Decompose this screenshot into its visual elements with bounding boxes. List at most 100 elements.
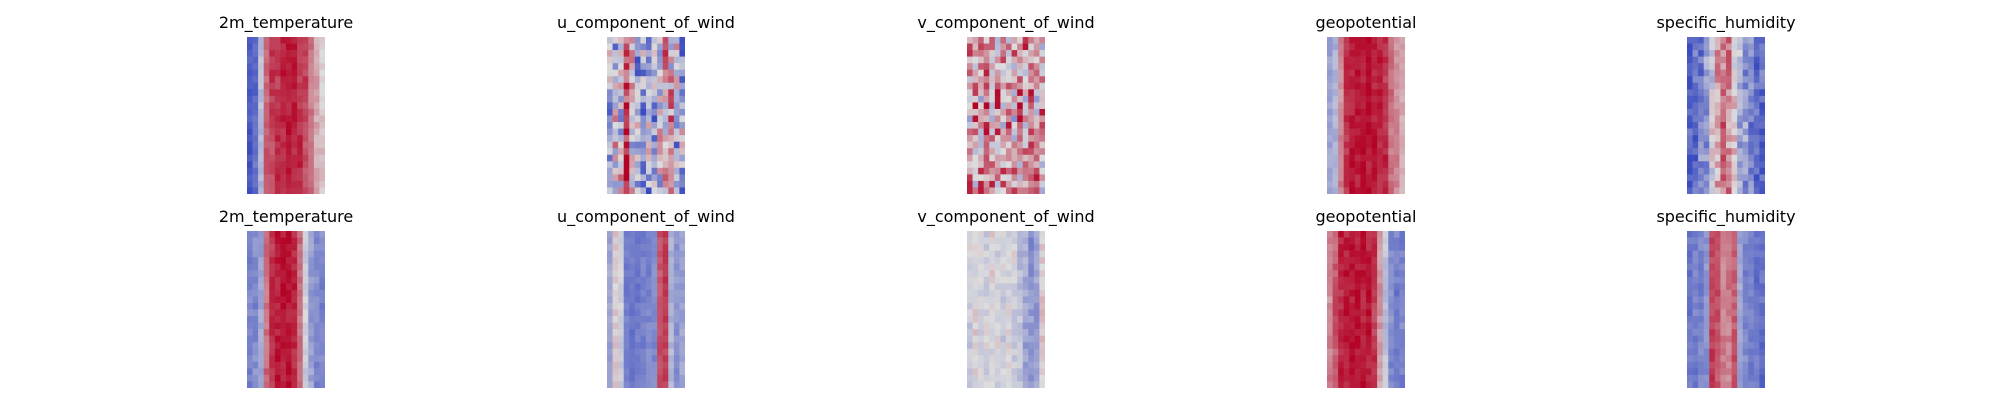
heatmap-cell [1731,76,1738,84]
heatmap-cell [269,63,276,71]
heatmap-cell [657,187,664,194]
heatmap-cell [1687,348,1693,356]
heatmap-cell [629,37,636,44]
heatmap-cell [1332,231,1339,238]
heatmap-cell [1698,342,1705,350]
heatmap-cell [1393,180,1400,188]
heatmap-cell [313,95,320,103]
heatmap-cell [1377,302,1384,310]
heatmap-cell [252,322,259,330]
heatmap-cell [634,348,641,356]
panel-title: 2m_temperature [218,13,354,32]
heatmap-cell [618,89,625,97]
heatmap-cell [1748,102,1755,110]
heatmap-cell [1354,108,1361,116]
heatmap-cell [1388,302,1395,310]
heatmap-cell [1731,348,1738,356]
heatmap-cell [1371,174,1378,182]
heatmap-cell [607,244,613,251]
heatmap-cell [1709,154,1716,162]
heatmap-cell [1343,283,1350,291]
heatmap-cell [657,102,664,110]
heatmap-cell [1393,76,1400,84]
heatmap-cell [1017,329,1024,336]
heatmap-cell [1742,69,1749,77]
heatmap-cell [994,82,1001,90]
heatmap-cell [302,115,309,123]
heatmap-cell [1377,89,1384,97]
heatmap-cell [280,69,287,77]
heatmap-cell [1017,250,1024,258]
heatmap-cell [1343,122,1350,129]
heatmap-cell [280,296,287,304]
heatmap-cell [1371,102,1378,110]
heatmap-cell [1022,82,1029,90]
heatmap-cell [252,128,259,136]
heatmap-cell [308,154,315,162]
heatmap-cell [1377,361,1384,369]
heatmap-cell [291,50,298,57]
heatmap-cell [1737,270,1744,278]
heatmap-cell [302,82,309,90]
heatmap-cell [1748,128,1755,136]
heatmap-cell [1033,128,1040,136]
heatmap-cell [673,322,680,330]
heatmap-cell [291,270,298,278]
heatmap-u-component-of-wind-row2 [607,231,685,388]
heatmap-cell [1343,37,1350,44]
heatmap-cell [1714,276,1721,284]
heatmap-cell [673,108,680,116]
heatmap-cell [1338,276,1345,284]
heatmap-cell [308,257,315,265]
heatmap-cell [967,283,973,291]
heatmap-cell [313,187,320,194]
heatmap-cell [679,368,685,376]
heatmap-cell [978,89,985,97]
heatmap-cell [967,128,973,136]
heatmap-cell [1371,161,1378,169]
heatmap-cell [1720,322,1727,330]
heatmap-cell [1399,37,1405,44]
heatmap-cell [651,167,658,175]
heatmap-cell [1703,302,1710,310]
heatmap-cell [1006,250,1012,258]
heatmap-cell [1382,187,1389,194]
heatmap-cell [657,161,664,169]
heatmap-cell [1039,37,1045,44]
heatmap-cell [1737,108,1744,116]
heatmap-cell [1726,368,1732,376]
heatmap-cell [247,244,253,251]
heatmap-cell [1360,381,1367,388]
heatmap-cell [1033,37,1040,44]
heatmap-cell [247,180,253,188]
heatmap-cell [252,244,259,251]
heatmap-cell [1393,128,1400,136]
heatmap-cell [972,56,979,64]
heatmap-cell [1377,102,1384,110]
heatmap-cell [1327,115,1333,123]
heatmap-cell [1720,63,1727,71]
heatmap-cell [679,355,685,363]
heatmap-cell [679,37,685,44]
heatmap-cell [1371,187,1378,194]
heatmap-cell [1006,37,1012,44]
heatmap-cell [651,231,658,238]
heatmap-cell [319,368,325,376]
heatmap-cell [989,257,996,265]
heatmap-cell [679,148,685,156]
heatmap-cell [1039,161,1045,169]
heatmap-cell [1033,276,1040,284]
heatmap-cell [1687,335,1693,343]
heatmap-cell [1011,263,1018,271]
heatmap-cell [1371,237,1378,245]
heatmap-cell [1360,302,1367,310]
heatmap-cell [1371,381,1378,388]
heatmap-cell [1343,161,1350,169]
heatmap-cell [989,244,996,251]
heatmap-cell [662,361,669,369]
heatmap-cell [668,289,675,297]
heatmap-cell [1703,381,1710,388]
heatmap-cell [1692,128,1699,136]
heatmap-cell [1033,289,1040,297]
heatmap-cell [1028,361,1035,369]
